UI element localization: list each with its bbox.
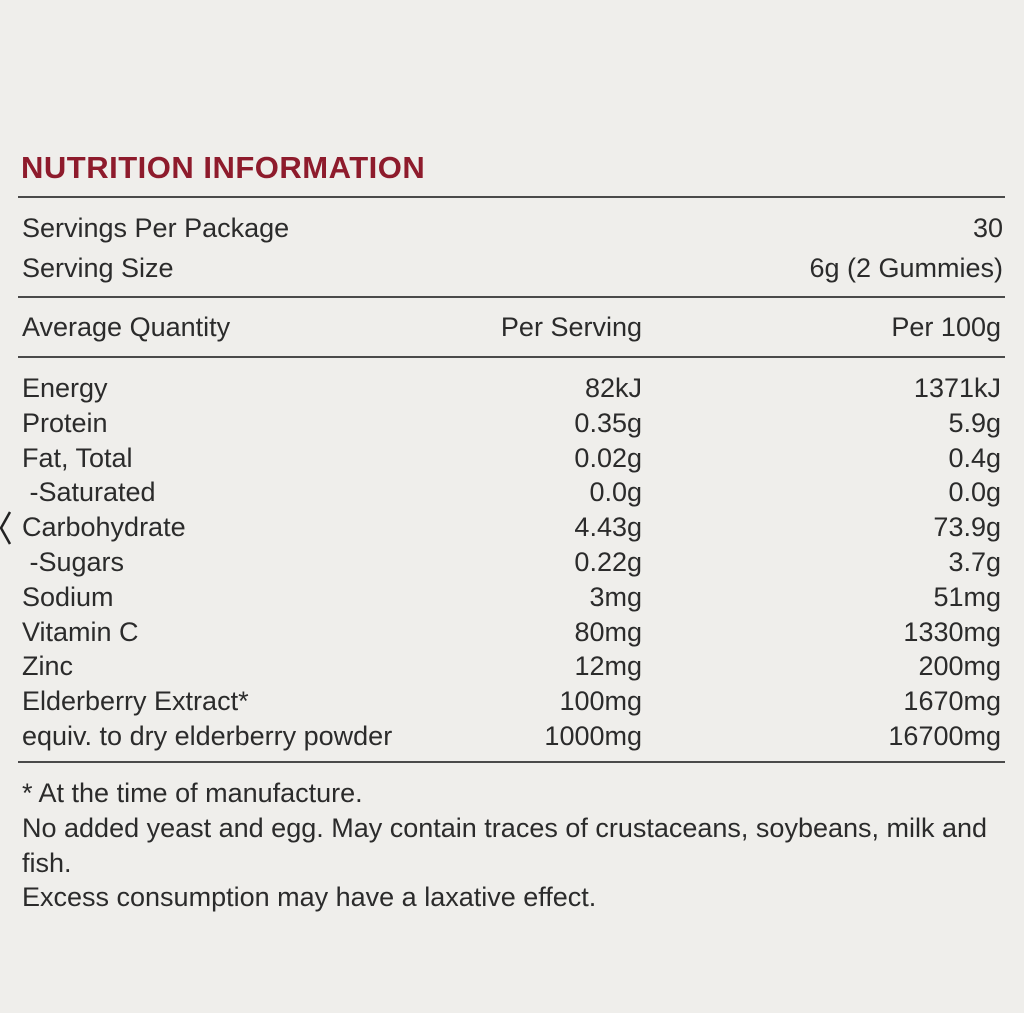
row-per-serving: 80mg — [574, 616, 642, 647]
back-chevron[interactable] — [0, 508, 14, 548]
row-per-100g: 200mg — [918, 651, 1001, 682]
row-label: Carbohydrate — [22, 512, 186, 543]
header-per-serving: Per Serving — [500, 312, 642, 342]
row-per-serving: 0.22g — [574, 547, 642, 577]
row-label: -Sugars — [22, 547, 125, 577]
row-per-serving: 0.02g — [574, 442, 642, 473]
row-per-serving: 0.0g — [589, 477, 642, 508]
row-per-serving: 12mg — [574, 651, 642, 682]
row-per-100g: 1330mg — [903, 616, 1001, 647]
note: * At the time of manufacture. — [22, 778, 363, 808]
row-per-serving: 3mg — [589, 581, 642, 612]
row-per-serving: 4.43g — [574, 512, 642, 543]
header-label: Average Quantity — [22, 312, 231, 342]
row-per-100g: 3.7g — [948, 547, 1001, 577]
row-per-serving: 0.35g — [574, 407, 642, 438]
divider — [18, 196, 1005, 198]
row-per-100g: 5.9g — [948, 407, 1001, 438]
row-label: Sodium — [22, 581, 114, 612]
row-per-100g: 51mg — [933, 581, 1001, 612]
row-per-serving: 82kJ — [584, 373, 642, 403]
title: NUTRITION INFORMATION — [21, 150, 426, 185]
divider — [18, 296, 1005, 298]
note: No added yeast and egg. May contain trac… — [22, 813, 988, 878]
serving-value: 6g (2 Gummies) — [809, 253, 1003, 283]
serving-label: Serving Size — [22, 253, 174, 283]
row-per-100g: 1371kJ — [913, 373, 1001, 403]
row-label: equiv. to dry elderberry powder — [22, 721, 393, 751]
row-label: Elderberry Extract* — [22, 686, 249, 717]
note: Excess consumption may have a laxative e… — [22, 882, 597, 912]
row-per-100g: 0.0g — [948, 477, 1001, 508]
divider — [18, 761, 1005, 763]
row-label: Energy — [22, 373, 108, 403]
row-per-100g: 73.9g — [933, 512, 1001, 543]
row-label: Protein — [22, 407, 108, 438]
row-label: Vitamin C — [22, 616, 139, 647]
header-per-100g: Per 100g — [891, 312, 1001, 342]
row-per-100g: 0.4g — [948, 442, 1001, 473]
row-per-serving: 100mg — [559, 686, 642, 717]
serving-value: 30 — [972, 213, 1003, 243]
row-per-100g: 16700mg — [888, 721, 1001, 751]
row-per-serving: 1000mg — [544, 721, 642, 751]
serving-label: Servings Per Package — [22, 213, 290, 243]
row-label: Fat, Total — [22, 442, 133, 473]
row-label: Zinc — [22, 651, 74, 682]
divider — [18, 356, 1005, 358]
row-per-100g: 1670mg — [903, 686, 1001, 717]
row-label: -Saturated — [22, 477, 156, 508]
